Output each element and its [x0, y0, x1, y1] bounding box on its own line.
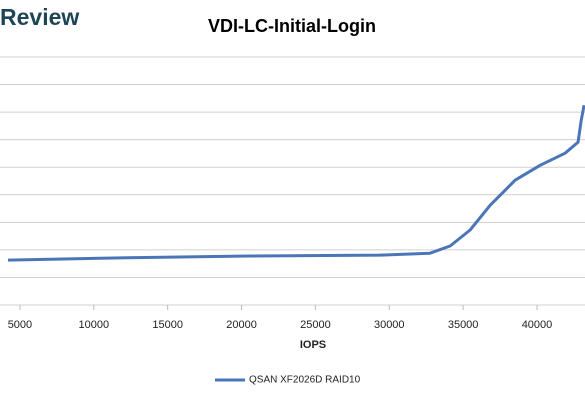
x-tick-label: 15000 — [152, 319, 183, 331]
x-tick-label: 10000 — [79, 319, 110, 331]
chart-title: VDI-LC-Initial-Login — [208, 16, 376, 36]
series-line — [7, 104, 585, 262]
x-tick-label: 35000 — [448, 319, 479, 331]
legend-label: QSAN XF2026D RAID10 — [249, 375, 361, 386]
x-tick-label: 40000 — [522, 319, 553, 331]
x-tick-label: 5000 — [8, 319, 32, 331]
brand: Review — [0, 4, 79, 30]
x-tick-label: 20000 — [226, 319, 257, 331]
x-tick-label: 25000 — [300, 319, 331, 331]
x-tick-label: 30000 — [374, 319, 405, 331]
x-axis-label: IOPS — [300, 339, 326, 351]
